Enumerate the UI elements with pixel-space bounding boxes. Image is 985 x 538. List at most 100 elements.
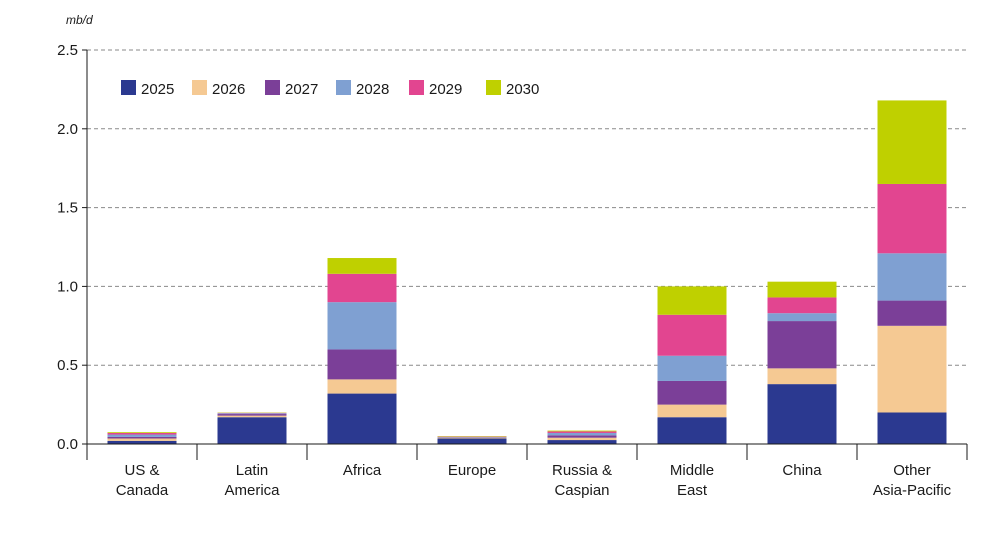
bar-segment-2026: [767, 368, 837, 385]
bar-segment-2030: [767, 281, 837, 298]
x-category-label-line: Caspian: [554, 482, 609, 499]
legend-item-2030: 2030: [486, 80, 539, 98]
bar-segment-2025: [107, 440, 177, 444]
legend-swatch: [192, 80, 207, 95]
bar-segment-2029: [657, 314, 727, 356]
y-tick-label: 2.0: [57, 121, 78, 138]
bar-segment-2030: [547, 430, 617, 432]
bar-segment-2025: [437, 438, 507, 444]
bar-segment-2025: [767, 384, 837, 444]
legend-swatch: [409, 80, 424, 95]
bar-segment-2025: [327, 393, 397, 444]
bar-segment-2028: [767, 313, 837, 322]
bar-segment-2030: [107, 432, 177, 433]
y-tick-label: 0.5: [57, 357, 78, 374]
legend-label: 2026: [212, 81, 245, 98]
bar-segment-2028: [217, 413, 287, 415]
bar-segment-2030: [327, 258, 397, 274]
x-category-label-line: China: [782, 462, 822, 479]
bar-stack: [437, 436, 507, 444]
legend-swatch: [121, 80, 136, 95]
bar-segment-2030: [877, 100, 947, 184]
x-category-label-line: America: [224, 482, 280, 499]
bar-segment-2026: [877, 325, 947, 413]
bar-segment-2027: [327, 349, 397, 380]
legend-swatch: [336, 80, 351, 95]
axes: [82, 49, 968, 460]
bar-stack: [107, 432, 177, 444]
bar-segment-2027: [657, 380, 727, 405]
bar-segment-2028: [547, 432, 617, 436]
bar-segment-2026: [217, 415, 287, 418]
legend-item-2027: 2027: [265, 80, 318, 98]
x-category-label-line: Other: [893, 462, 931, 479]
x-category-label: US & Canada: [116, 462, 169, 499]
legend-swatch: [265, 80, 280, 95]
bar-stack: [547, 430, 617, 444]
bar-segment-2028: [327, 302, 397, 350]
x-category-label-line: Europe: [448, 462, 496, 479]
bar-segment-2025: [547, 440, 617, 444]
bar-segment-2028: [877, 253, 947, 301]
y-tick-labels: 0.0 0.5 1.0 1.5 2.0 2.5: [57, 42, 78, 453]
legend-item-2029: 2029: [409, 80, 462, 98]
bar-segment-2027: [767, 321, 837, 369]
bar-segment-2027: [877, 300, 947, 326]
bar-segment-2028: [107, 434, 177, 437]
x-category-label-line: Middle: [670, 462, 714, 479]
legend-item-2028: 2028: [336, 80, 389, 98]
x-category-label-line: Canada: [116, 482, 169, 499]
bar-segment-2029: [547, 431, 617, 433]
y-tick-label: 0.0: [57, 436, 78, 453]
bar-segment-2029: [767, 297, 837, 314]
bar-segment-2025: [657, 417, 727, 444]
bar-segment-2026: [437, 437, 507, 439]
x-category-label-line: Russia &: [552, 462, 612, 479]
legend-item-2025: 2025: [121, 80, 174, 98]
bar-segment-2026: [657, 404, 727, 418]
bar-stack: [877, 100, 947, 444]
bars: [107, 100, 947, 444]
bar-segment-2029: [107, 432, 177, 435]
x-category-label-line: Latin: [236, 462, 269, 479]
bar-stack: [657, 286, 727, 444]
legend-swatch: [486, 80, 501, 95]
legend-label: 2027: [285, 81, 318, 98]
legend-label: 2029: [429, 81, 462, 98]
y-axis-unit-label: mb/d: [66, 13, 93, 27]
x-category-label-line: US &: [124, 462, 159, 479]
bar-stack: [217, 412, 287, 444]
bar-segment-2025: [217, 417, 287, 444]
bar-segment-2028: [657, 355, 727, 381]
bar-stack: [767, 281, 837, 444]
legend-item-2026: 2026: [192, 80, 245, 98]
x-category-label: Latin America: [224, 462, 280, 499]
legend: 2025 2026 2027 2028 2029 2030: [121, 80, 539, 98]
x-category-label-line: East: [677, 482, 708, 499]
bar-segment-2027: [107, 436, 177, 439]
bar-segment-2029: [327, 273, 397, 303]
bar-segment-2025: [877, 412, 947, 444]
y-tick-label: 1.5: [57, 200, 78, 217]
x-category-label: Russia & Caspian: [552, 462, 612, 499]
x-category-label: Europe: [448, 462, 496, 479]
x-category-label-line: Africa: [343, 462, 382, 479]
bar-segment-2030: [657, 286, 727, 315]
bar-segment-2026: [107, 438, 177, 441]
x-category-label: China: [782, 462, 822, 479]
bar-segment-2027: [547, 435, 617, 438]
legend-label: 2030: [506, 81, 539, 98]
bar-stack: [327, 258, 397, 444]
legend-label: 2028: [356, 81, 389, 98]
bar-segment-2029: [877, 183, 947, 254]
bar-segment-2027: [217, 414, 287, 416]
bar-segment-2026: [547, 437, 617, 441]
x-category-label: Middle East: [670, 462, 714, 499]
x-category-label-line: Asia-Pacific: [873, 482, 952, 499]
legend-label: 2025: [141, 81, 174, 98]
x-category-labels: US & Canada Latin America Africa Europe Russia…: [116, 462, 952, 499]
y-tick-label: 1.0: [57, 278, 78, 295]
x-category-label: Other Asia-Pacific: [873, 462, 952, 499]
y-tick-label: 2.5: [57, 42, 78, 59]
